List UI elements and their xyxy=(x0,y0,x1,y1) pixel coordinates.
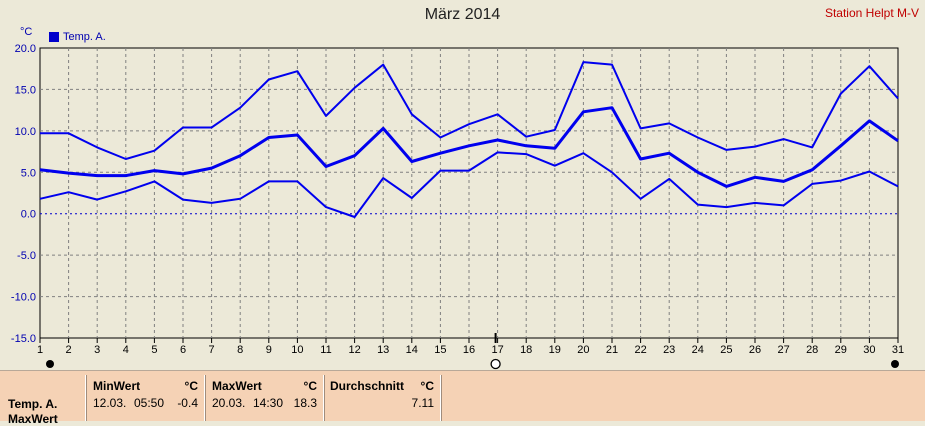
x-tick-label: 11 xyxy=(320,344,331,356)
x-tick-label: 13 xyxy=(377,344,389,356)
legend-swatch xyxy=(49,32,59,42)
x-tick-label: 3 xyxy=(94,344,100,356)
x-tick-label: 25 xyxy=(720,344,732,356)
y-tick-label: 0.0 xyxy=(21,209,36,221)
x-tick-label: 5 xyxy=(151,344,157,356)
min-header: MinWert xyxy=(93,379,141,393)
summary-row-label: Temp. A. MaxWert xyxy=(8,371,83,426)
avg-value: 7.11 xyxy=(411,396,434,410)
max-date: 20.03. xyxy=(212,396,246,410)
min-date: 12.03. xyxy=(93,396,127,410)
line-chart: 20.015.010.05.00.0-5.0-10.0-15.01 2 3 4 5 6 7 8… xyxy=(11,43,904,370)
mid-circle xyxy=(490,358,501,370)
end-marker xyxy=(891,360,899,368)
x-tick-label: 24 xyxy=(692,344,704,356)
x-tick-label: 28 xyxy=(806,344,818,356)
x-tick-label: 4 xyxy=(123,344,129,356)
x-tick-label: 16 xyxy=(463,344,475,356)
x-tick-label: 26 xyxy=(749,344,761,356)
x-tick-label: 15 xyxy=(434,344,446,356)
x-tick-label: 10 xyxy=(291,344,303,356)
x-tick-label: 19 xyxy=(549,344,561,356)
max-unit: °C xyxy=(303,379,317,393)
x-tick-label: 2 xyxy=(66,344,72,356)
avg-header: Durchschnitt xyxy=(330,379,405,393)
x-tick-label: 21 xyxy=(606,344,618,356)
legend-label: Temp. A. xyxy=(63,31,106,43)
summary-series-name: Temp. A. xyxy=(8,397,58,411)
y-unit-label: °C xyxy=(20,26,33,38)
x-tick-label: 22 xyxy=(634,344,646,356)
x-tick-label: 1 xyxy=(37,344,43,356)
y-tick-label: -15.0 xyxy=(11,333,36,345)
summary-min: MinWert °C 12.03. 05:50 -0.4 xyxy=(86,371,204,421)
x-tick-label: 6 xyxy=(180,344,186,356)
summary-max: MaxWert °C 20.03. 14:30 18.3 xyxy=(205,371,323,421)
series-line-min xyxy=(39,151,899,218)
max-value: 18.3 xyxy=(293,396,317,410)
min-unit: °C xyxy=(184,379,198,393)
x-tick-label: 31 xyxy=(892,344,904,356)
start-marker xyxy=(46,360,54,368)
x-tick-label: 18 xyxy=(520,344,532,356)
x-tick-label: 14 xyxy=(406,344,418,356)
divider xyxy=(204,375,205,421)
summary-series-sub: MaxWert xyxy=(8,412,58,426)
max-time: 14:30 xyxy=(253,396,284,410)
x-tick-label: 20 xyxy=(577,344,589,356)
y-tick-label: 10.0 xyxy=(15,126,36,138)
series-line-max xyxy=(40,61,899,160)
avg-unit: °C xyxy=(420,379,434,393)
summary-avg: Durchschnitt °C 7.11 xyxy=(324,371,440,421)
x-tick-label: 27 xyxy=(777,344,789,356)
min-time: 05:50 xyxy=(134,396,165,410)
x-tick-label: 30 xyxy=(863,344,875,356)
y-tick-label: 5.0 xyxy=(21,167,36,179)
x-tick-label: 12 xyxy=(348,344,360,356)
divider xyxy=(85,375,86,421)
x-tick-label: 17 xyxy=(491,344,503,356)
min-value: -0.4 xyxy=(177,396,198,410)
legend: Temp. A. xyxy=(49,31,106,43)
y-tick-label: -10.0 xyxy=(11,292,36,304)
y-tick-label: -5.0 xyxy=(17,250,36,262)
x-tick-label: 8 xyxy=(237,344,243,356)
divider xyxy=(440,375,441,421)
station-name: Station Helpt M-V xyxy=(824,6,919,20)
series-line-avg xyxy=(39,106,899,188)
x-tick-label: 29 xyxy=(835,344,847,356)
y-tick-label: 20.0 xyxy=(15,43,36,55)
y-tick-label: 15.0 xyxy=(15,84,36,96)
summary-panel: Temp. A. MaxWert MinWert °C 12.03. 05:50… xyxy=(0,370,925,426)
x-tick-label: 7 xyxy=(209,344,215,356)
x-tick-label: 9 xyxy=(266,344,272,356)
chart-title: März 2014 xyxy=(424,6,501,23)
max-header: MaxWert xyxy=(212,379,262,393)
divider xyxy=(323,375,324,421)
x-tick-label: 23 xyxy=(663,344,675,356)
